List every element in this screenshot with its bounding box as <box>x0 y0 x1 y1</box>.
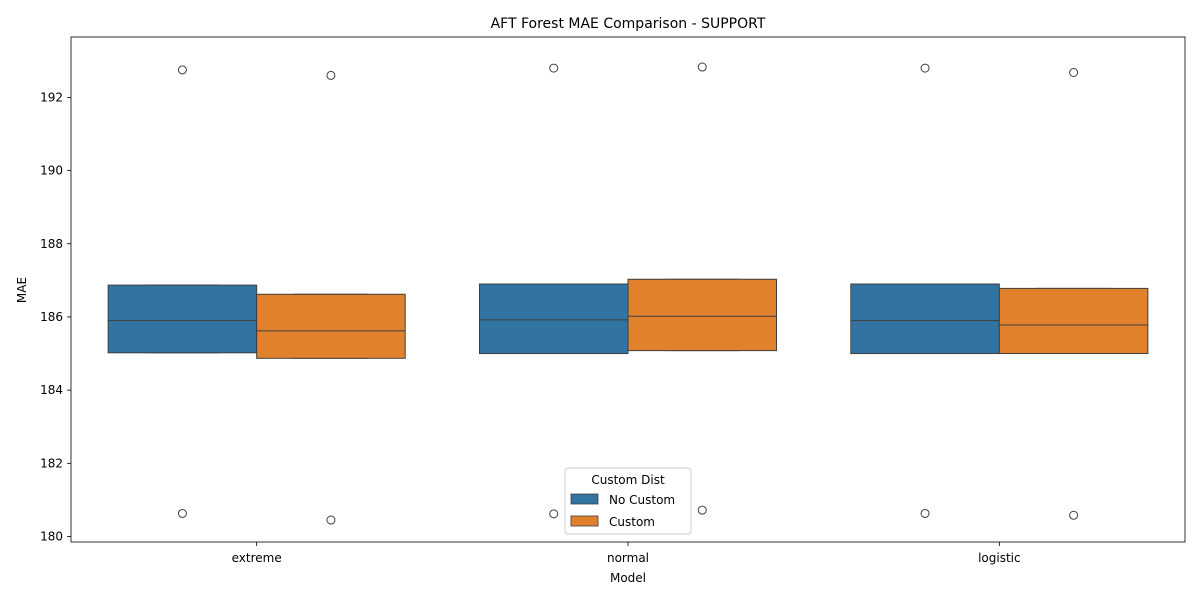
box-body <box>478 283 629 355</box>
box-outlier <box>920 508 930 518</box>
legend-swatch-custom <box>570 515 599 527</box>
x-axis-label: Model <box>610 571 646 585</box>
y-axis: 180 182 184 186 188 190 192 <box>40 90 71 544</box>
box-outlier <box>326 70 336 80</box>
box-body <box>850 283 1000 355</box>
box-custom-extreme <box>256 70 406 525</box>
box-outlier <box>549 63 559 73</box>
box-outlier <box>1069 67 1079 77</box>
box-outlier <box>177 65 187 75</box>
box-no-custom-normal <box>478 63 629 519</box>
y-tick-label: 186 <box>40 310 63 324</box>
y-tick-label: 182 <box>40 456 63 470</box>
box-outlier <box>177 508 187 518</box>
box-body <box>107 284 258 354</box>
x-axis: extreme normal logistic <box>232 542 1021 565</box>
y-tick-label: 180 <box>40 530 63 544</box>
x-tick-label: logistic <box>978 551 1021 565</box>
box-outlier <box>1069 510 1079 520</box>
legend: Custom Dist No Custom Custom <box>564 467 692 535</box>
box-body <box>256 293 406 359</box>
box-no-custom-logistic <box>850 63 1000 518</box>
box-body <box>998 287 1149 355</box>
box-outlier <box>697 505 707 515</box>
box-body <box>627 278 778 352</box>
legend-swatch-no-custom <box>570 493 599 505</box>
y-tick-label: 184 <box>40 383 63 397</box>
box-outlier <box>920 63 930 73</box>
y-axis-label: MAE <box>15 277 29 303</box>
legend-title: Custom Dist <box>591 473 665 487</box>
y-tick-label: 192 <box>40 90 63 104</box>
plot-area <box>107 62 1149 525</box>
box-custom-normal <box>627 62 778 515</box>
chart-title: AFT Forest MAE Comparison - SUPPORT <box>491 16 766 32</box>
x-tick-label: normal <box>607 551 649 565</box>
legend-label-no-custom: No Custom <box>609 493 675 507</box>
box-outlier <box>549 509 559 519</box>
y-tick-label: 190 <box>40 164 63 178</box>
x-tick-label: extreme <box>232 551 282 565</box>
box-no-custom-extreme <box>107 65 258 518</box>
box-custom-logistic <box>998 67 1149 520</box>
box-outlier <box>697 62 707 72</box>
box-outlier <box>326 515 336 525</box>
y-tick-label: 188 <box>40 237 63 251</box>
legend-label-custom: Custom <box>609 515 655 529</box>
